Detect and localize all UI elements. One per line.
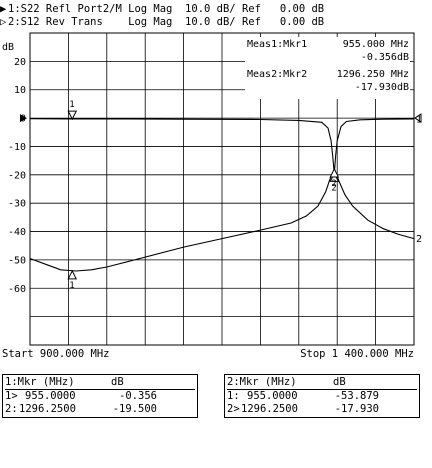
- table-unit: dB: [333, 376, 346, 388]
- y-axis-unit-label: dB: [2, 42, 14, 53]
- stop-frequency-label: Stop 1 400.000 MHz: [300, 348, 414, 360]
- meas2-freq: 1296.250 MHz: [337, 69, 409, 80]
- trace-end-label: 1: [416, 114, 422, 125]
- table-row: 1: 955.0000 -53.879: [227, 390, 417, 403]
- inactive-trace-marker-icon: ▷: [0, 16, 7, 28]
- table-row: 2: 1296.2500 -19.500: [5, 403, 195, 416]
- table-row: 1> 955.0000 -0.356: [5, 390, 195, 403]
- traces: [29, 118, 415, 272]
- start-frequency-label: Start 900.000 MHz: [2, 348, 110, 360]
- marker-number-label: 1: [69, 100, 74, 110]
- y-tick-label: -30: [8, 199, 26, 210]
- trace1-marker-table: 1:Mkr (MHz) dB 1> 955.0000 -0.356 2: 129…: [2, 374, 198, 418]
- marker-frequency: 955.0000: [25, 390, 76, 402]
- marker-1-triangle-icon: [67, 269, 78, 280]
- marker-readout-box: [245, 37, 410, 99]
- y-tick-label: 20: [14, 57, 26, 68]
- trace2-name: 2:S12 Rev Trans: [8, 16, 103, 28]
- marker-id: 1:: [227, 390, 240, 402]
- y-tick-label: -10: [8, 142, 26, 153]
- marker-id: 1>: [5, 390, 18, 402]
- trace2-ref: 0.00 dB: [279, 16, 325, 28]
- y-tick-label: 10: [14, 85, 26, 96]
- table-title: 2:Mkr (MHz): [227, 376, 297, 388]
- trace-markers: 1 2 1 2: [67, 100, 340, 291]
- y-tick-label: -20: [8, 170, 26, 181]
- marker-2-triangle-icon: [329, 167, 340, 178]
- trace1-ref: 0.00 dB: [279, 3, 325, 15]
- y-tick-label: -50: [8, 255, 26, 266]
- table-header: 2:Mkr (MHz) dB: [227, 376, 417, 390]
- marker-value: -0.356: [119, 390, 157, 402]
- reference-arrows: 12: [20, 113, 422, 245]
- plot-grid: [29, 32, 415, 346]
- marker-id: 2>: [227, 403, 240, 415]
- marker-value: -19.500: [112, 403, 157, 415]
- meas2-value: -17.930dB: [355, 82, 409, 93]
- marker-1-triangle-icon: [67, 110, 78, 121]
- trace1-header: ▶ 1:S22 Refl Port2/M Log Mag 10.0 dB/ Ref…: [0, 3, 324, 15]
- trace1-scale: 10.0 dB/ Ref: [185, 3, 261, 15]
- marker-number-label: 2: [331, 179, 336, 189]
- reference-level-arrow-icon: [414, 113, 422, 124]
- y-axis-labels: 20100-10-20-30-40-50-60: [8, 57, 26, 295]
- trace2-marker-table: 2:Mkr (MHz) dB 1: 955.0000 -53.879 2> 12…: [224, 374, 420, 418]
- y-tick-label: -40: [8, 227, 26, 238]
- marker-frequency: 1296.2500: [19, 403, 76, 415]
- meas2-label: Meas2:Mkr2: [247, 69, 307, 80]
- active-trace-marker-icon: ▶: [0, 3, 7, 15]
- marker-id: 2:: [5, 403, 18, 415]
- trace2-scale: 10.0 dB/ Ref: [185, 16, 261, 28]
- marker-number-label: 1: [69, 281, 74, 291]
- meas1-value: -0.356dB: [361, 52, 409, 63]
- trace2-format: Log Mag: [128, 16, 173, 28]
- table-row: 2> 1296.2500 -17.930: [227, 403, 417, 416]
- table-unit: dB: [111, 376, 124, 388]
- trace1-name: 1:S22 Refl Port2/M: [8, 3, 122, 15]
- marker-value: -53.879: [334, 390, 379, 402]
- meas1-freq: 955.000 MHz: [343, 39, 409, 50]
- trace-1-line: [29, 118, 415, 174]
- table-title: 1:Mkr (MHz): [5, 376, 75, 388]
- marker-number-label: 2: [331, 183, 336, 193]
- trace-end-label: 2: [416, 234, 422, 245]
- trace2-header: ▷ 2:S12 Rev Trans Log Mag 10.0 dB/ Ref 0.…: [0, 16, 324, 28]
- marker-frequency: 1296.2500: [241, 403, 298, 415]
- y-tick-label: -60: [8, 284, 26, 295]
- trace1-format: Log Mag: [128, 3, 173, 15]
- marker-value: -17.930: [334, 403, 379, 415]
- table-header: 1:Mkr (MHz) dB: [5, 376, 195, 390]
- meas1-label: Meas1:Mkr1: [247, 39, 307, 50]
- marker-frequency: 955.0000: [247, 390, 298, 402]
- trace-2-line: [29, 167, 415, 272]
- reference-level-arrow-icon: [20, 114, 27, 123]
